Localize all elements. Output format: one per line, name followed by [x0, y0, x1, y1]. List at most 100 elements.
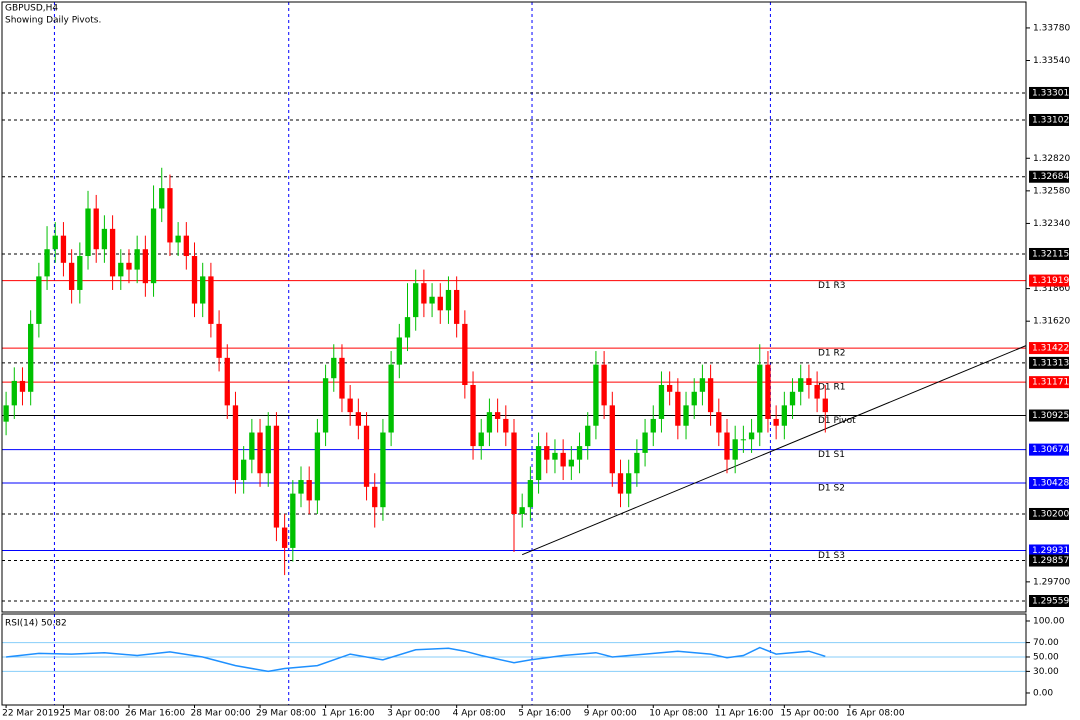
candle-body [191, 256, 198, 304]
x-tick-label: 26 Mar 16:00 [125, 709, 185, 719]
candle-body [470, 384, 476, 447]
candle-body [617, 473, 624, 494]
level-label: 1.30925 [1032, 411, 1069, 421]
candle-body [118, 262, 124, 277]
candle-body [724, 432, 730, 460]
candle-body [3, 405, 9, 422]
level-name: D1 S3 [818, 551, 845, 561]
candle-body [101, 228, 108, 250]
candle-body [552, 452, 558, 460]
level-label: 1.33301 [1032, 88, 1069, 98]
candle-body [322, 378, 329, 433]
candle-body [814, 384, 820, 399]
level-label: 1.31171 [1032, 378, 1069, 388]
candle-body [298, 480, 304, 494]
y-tick-label: 1.31620 [1033, 317, 1070, 327]
level-label-box [1029, 170, 1069, 183]
candle-body [126, 262, 132, 270]
candle-body [699, 378, 706, 392]
rsi-tick-label: 100.00 [1033, 616, 1065, 626]
candle-body [601, 364, 607, 406]
candle-body [19, 380, 26, 392]
candle-body [68, 262, 75, 290]
candle-body [740, 439, 747, 441]
level-label-box [1029, 409, 1069, 422]
level-name: D1 R3 [818, 281, 846, 291]
level-label: 1.33102 [1032, 115, 1069, 125]
level-label-box [1029, 356, 1069, 369]
candle-body [216, 323, 222, 358]
x-tick-label: 22 Mar 2019 [2, 709, 59, 719]
candle-body [224, 357, 230, 406]
candle-body [593, 364, 599, 426]
candle-body [781, 405, 787, 426]
candle-body [388, 364, 394, 433]
level-label: 1.31919 [1032, 276, 1069, 286]
candle-body [535, 446, 542, 481]
level-label-box [1029, 376, 1069, 389]
y-tick-label: 1.32340 [1033, 219, 1070, 229]
candle-body [331, 357, 337, 379]
candle-body [642, 432, 648, 453]
candle-body [404, 317, 411, 338]
candle-body [77, 256, 83, 290]
level-label: 1.29931 [1032, 546, 1069, 556]
candle-body [421, 283, 427, 304]
candle-body [576, 446, 583, 460]
candle-body [437, 296, 443, 311]
candle-body [413, 283, 419, 318]
level-label: 1.31422 [1032, 344, 1069, 354]
candle-body [52, 235, 58, 250]
candle-body [290, 493, 296, 548]
level-label: 1.30428 [1032, 479, 1069, 489]
candle-body [560, 452, 566, 467]
candle-body [732, 439, 738, 460]
level-name: D1 R2 [818, 349, 846, 359]
candle-body [265, 425, 271, 474]
candle-body [281, 527, 288, 548]
candle-body [363, 425, 370, 487]
y-tick-label: 1.33780 [1033, 23, 1070, 33]
candle-body [519, 507, 525, 514]
candle-body [372, 486, 378, 508]
rsi-tick-label: 0.00 [1033, 688, 1053, 698]
candle-body [503, 418, 509, 433]
candle-body [650, 418, 656, 433]
candle-body [93, 208, 99, 250]
candle-body [486, 412, 493, 433]
candle-body [798, 378, 804, 392]
candle-body [445, 289, 452, 311]
y-tick-label: 1.29700 [1033, 577, 1070, 587]
x-tick-label: 1 Apr 16:00 [322, 709, 375, 719]
candle-body [60, 235, 67, 263]
level-name: D1 R1 [818, 383, 846, 393]
y-tick-label: 1.33540 [1033, 56, 1070, 66]
candle-body [429, 296, 435, 304]
level-label-box [1029, 507, 1069, 520]
y-tick-label: 1.31860 [1033, 284, 1070, 294]
x-tick-label: 9 Apr 00:00 [584, 709, 637, 719]
candle-body [773, 418, 779, 426]
rsi-frame [1, 613, 1027, 706]
level-label: 1.29857 [1032, 556, 1069, 566]
candle-body [257, 432, 263, 474]
chart-title: GBPUSD,H4 [5, 4, 58, 14]
x-tick-label: 11 Apr 16:00 [715, 709, 774, 719]
candle-body [183, 235, 189, 257]
candle-body [200, 276, 206, 304]
rsi-title: RSI(14) 50.82 [5, 619, 67, 629]
rsi-tick-label: 70.00 [1033, 638, 1059, 648]
x-tick-label: 3 Apr 00:00 [387, 709, 440, 719]
x-tick-label: 16 Apr 08:00 [846, 709, 905, 719]
rsi-line [6, 646, 826, 673]
candle-body [167, 188, 173, 243]
candle-body [208, 276, 214, 324]
candle-body [306, 480, 312, 501]
candle-body [666, 384, 673, 392]
level-label-box [1029, 274, 1069, 287]
candle-body [249, 432, 255, 460]
y-tick-label: 1.32820 [1033, 154, 1070, 164]
rsi-tick-label: 30.00 [1033, 667, 1059, 677]
level-label-box [1029, 342, 1069, 355]
